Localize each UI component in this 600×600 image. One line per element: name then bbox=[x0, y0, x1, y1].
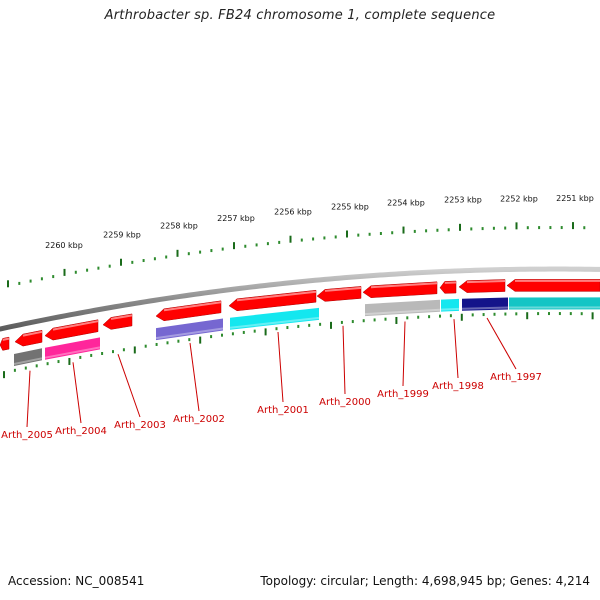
gene-label: Arth_1998 bbox=[432, 381, 484, 392]
cog-shade bbox=[44, 346, 101, 359]
gene-label-group: Arth_2005 Arth_2004 Arth_2003 Arth_2002 Arth… bbox=[1, 372, 542, 441]
cog-shade bbox=[461, 306, 509, 310]
gene-arrow bbox=[506, 279, 600, 292]
chromosome-backbone bbox=[0, 266, 600, 332]
label-leader bbox=[486, 317, 517, 370]
cog-box bbox=[509, 297, 600, 310]
cog-track bbox=[13, 297, 600, 366]
cog-box bbox=[462, 297, 508, 311]
gene-highlight bbox=[52, 320, 99, 331]
gene-label: Arth_2005 bbox=[1, 430, 53, 441]
topology-summary-text: Topology: circular; Length: 4,698,945 bp… bbox=[260, 574, 590, 588]
gene-highlight bbox=[236, 290, 317, 302]
label-leader bbox=[402, 321, 406, 387]
label-leader bbox=[453, 319, 459, 379]
cog-box bbox=[45, 337, 100, 360]
gene-highlight bbox=[22, 330, 43, 337]
cog-shade bbox=[440, 307, 460, 311]
cog-box bbox=[14, 348, 42, 366]
cog-box bbox=[365, 299, 440, 317]
gene-label: Arth_2003 bbox=[114, 420, 166, 431]
cog-shade bbox=[155, 327, 224, 340]
cog-box bbox=[441, 298, 459, 312]
gene-track bbox=[0, 279, 600, 351]
kbp-label: 2259 kbp bbox=[103, 231, 141, 240]
gene-arrow bbox=[14, 329, 43, 347]
gene-label: Arth_2002 bbox=[173, 414, 225, 425]
gene-label: Arth_1999 bbox=[377, 389, 429, 400]
cog-shade bbox=[13, 357, 43, 365]
cog-box bbox=[156, 318, 223, 341]
gene-highlight bbox=[110, 314, 133, 320]
gene-label: Arth_2000 bbox=[319, 397, 371, 408]
label-leader bbox=[26, 370, 31, 428]
label-leader bbox=[277, 331, 284, 403]
kbp-label: 2253 kbp bbox=[444, 196, 482, 205]
gene-highlight bbox=[163, 301, 222, 312]
gene-highlight bbox=[324, 286, 362, 292]
gene-label: Arth_2001 bbox=[257, 405, 309, 416]
cog-box bbox=[230, 307, 319, 330]
gene-arrow bbox=[44, 319, 99, 341]
gene-arrow bbox=[155, 300, 222, 322]
gene-highlight bbox=[370, 282, 438, 289]
gene-highlight bbox=[2, 337, 10, 341]
kbp-label: 2257 kbp bbox=[217, 214, 255, 223]
kbp-label: 2251 kbp bbox=[556, 194, 594, 203]
gene-label: Arth_1997 bbox=[490, 372, 542, 383]
kbp-label: 2255 kbp bbox=[331, 202, 369, 211]
gene-arrow bbox=[439, 280, 457, 294]
map-title: Arthrobacter sp. FB24 chromosome 1, comp… bbox=[104, 8, 496, 23]
gene-highlight bbox=[466, 280, 506, 284]
label-leader bbox=[342, 325, 346, 395]
label-leader bbox=[72, 362, 82, 424]
outer-tick-ruler bbox=[7, 222, 586, 288]
label-leader bbox=[189, 342, 200, 412]
kbp-label: 2256 kbp bbox=[274, 207, 312, 216]
gene-arrow bbox=[102, 313, 133, 330]
kbp-label: 2260 kbp bbox=[45, 241, 83, 250]
kbp-label: 2258 kbp bbox=[160, 222, 198, 231]
cog-shade bbox=[229, 316, 320, 329]
inner-tick-ruler bbox=[3, 312, 594, 379]
kbp-label: 2254 kbp bbox=[387, 198, 425, 207]
gene-arrow bbox=[0, 336, 10, 351]
kbp-label: 2252 kbp bbox=[500, 194, 538, 203]
label-leader bbox=[117, 354, 141, 418]
accession-text: Accession: NC_008541 bbox=[8, 574, 145, 588]
gene-label-leaders bbox=[26, 317, 517, 428]
gene-arrow bbox=[228, 289, 317, 312]
gene-label: Arth_2004 bbox=[55, 426, 107, 437]
kbp-label-group: 2260 kbp 2259 kbp 2258 kbp 2257 kbp 2256 kbp… bbox=[45, 194, 594, 250]
cog-shade bbox=[364, 308, 441, 316]
